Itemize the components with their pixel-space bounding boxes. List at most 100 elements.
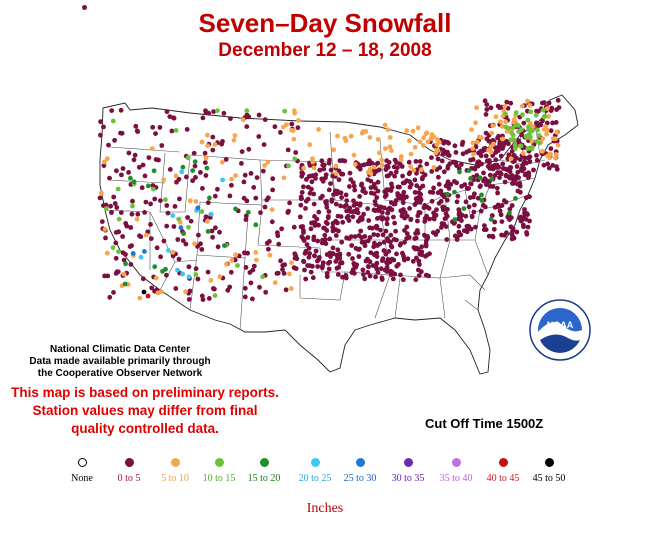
station-dot [410,258,416,264]
station-dot [514,164,520,169]
station-dot [467,195,473,201]
station-dot [521,120,527,126]
legend-item: 45 to 50 [524,456,574,484]
station-dot [491,141,496,147]
station-dot [278,258,283,264]
station-dot [129,243,135,249]
station-dot [248,280,254,286]
station-dot [256,112,262,118]
station-dot [381,239,387,245]
station-dot [379,162,385,168]
station-dot [546,165,552,171]
station-dot [233,173,238,179]
station-dot [333,259,339,264]
station-dot [106,142,111,148]
station-dot [400,277,406,283]
station-dot [311,191,317,197]
cutoff-time: Cut Off Time 1500Z [425,416,544,431]
station-dot [352,187,358,193]
station-dot [524,230,529,235]
station-dot [212,293,218,298]
station-dot [484,102,490,107]
station-dot [463,199,469,205]
station-dot [97,195,103,201]
station-dot [111,290,116,295]
station-dot [535,127,540,133]
station-dot [373,274,378,280]
station-dot [470,157,476,162]
station-dot [500,161,506,167]
station-dot [387,135,393,140]
station-dot [315,264,321,269]
station-dot [161,177,167,183]
station-dot [121,257,127,263]
station-dot [242,172,248,178]
station-dot [130,198,135,204]
station-dot [416,267,421,273]
station-dot [193,199,199,204]
station-dot [282,108,288,114]
station-dot [444,197,450,203]
station-dot [242,285,248,291]
station-dot [478,148,484,154]
station-dot [142,249,147,254]
station-dot [554,129,560,135]
station-dot [550,120,555,126]
station-dot [402,239,407,245]
station-dot [327,236,333,242]
station-dot [243,265,249,270]
station-dot [383,146,388,152]
legend-swatch [310,458,320,467]
station-dots [97,97,562,302]
station-dot [482,223,487,229]
station-dot [323,175,328,181]
station-dot [392,173,397,179]
station-dot [540,100,545,106]
station-dot [393,228,398,234]
station-dot [385,210,390,216]
station-dot [192,159,198,165]
station-dot [193,272,199,277]
station-dot [346,251,352,257]
station-dot [366,264,371,270]
station-dot [544,120,550,126]
station-dot [298,202,304,208]
station-dot [415,228,420,233]
station-dot [114,205,120,210]
station-dot [420,183,426,189]
station-dot [525,155,531,161]
station-dot [199,247,205,252]
station-dot [544,127,550,133]
station-dot [374,250,380,256]
station-dot [431,216,437,222]
station-dot [402,228,407,233]
station-dot [123,221,129,226]
map-title: Seven–Day Snowfall [198,8,452,38]
station-dot [305,235,311,240]
legend-item: 5 to 10 [150,456,200,484]
station-dot [317,167,323,173]
station-dot [522,159,527,165]
station-dot [456,223,462,229]
station-dot [384,187,390,193]
station-dot [251,263,257,269]
station-dot [481,170,486,176]
station-dot [267,252,273,258]
station-dot [406,171,412,177]
station-dot [461,206,467,212]
station-dot [504,99,510,105]
station-dot [324,201,329,207]
station-dot [512,146,518,152]
station-dot [492,162,498,168]
station-dot [503,111,508,117]
station-dot [371,191,377,197]
station-dot [152,196,158,202]
station-dot [297,214,303,220]
station-dot [496,164,502,170]
station-dot [350,180,356,186]
station-dot [528,109,534,115]
station-dot [414,183,420,189]
station-dot [515,181,520,187]
station-dot [390,276,396,282]
station-dot [148,222,153,227]
